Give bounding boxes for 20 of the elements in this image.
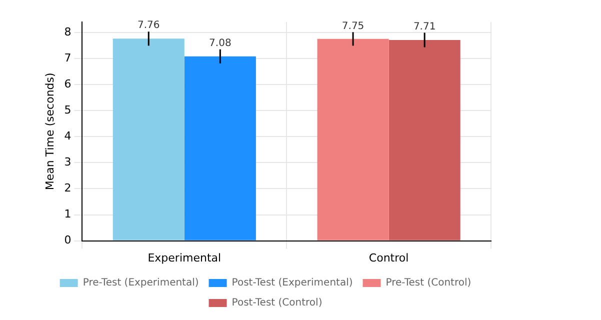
data-label: 7.71 bbox=[413, 21, 436, 32]
legend-label: Pre-Test (Experimental) bbox=[82, 278, 199, 289]
x-tick-label: Experimental bbox=[148, 251, 222, 264]
y-tick-label: 6 bbox=[64, 77, 72, 90]
y-tick-label: 5 bbox=[64, 103, 72, 116]
y-tick-label: 0 bbox=[64, 234, 72, 247]
legend-label: Post-Test (Experimental) bbox=[232, 278, 353, 289]
legend-label: Post-Test (Control) bbox=[232, 298, 322, 309]
legend-label: Pre-Test (Control) bbox=[386, 278, 472, 289]
y-axis-title: Mean Time (seconds) bbox=[43, 72, 56, 190]
y-tick-label: 4 bbox=[64, 129, 72, 142]
data-label: 7.08 bbox=[209, 38, 232, 49]
data-label: 7.76 bbox=[137, 20, 160, 32]
y-tick-label: 3 bbox=[64, 156, 72, 169]
x-tick-label: Control bbox=[368, 251, 409, 264]
data-label: 7.75 bbox=[342, 20, 364, 32]
y-tick-label: 7 bbox=[64, 51, 72, 64]
y-tick-label: 8 bbox=[64, 25, 72, 38]
y-tick-label: 1 bbox=[64, 208, 72, 221]
y-tick-label: 2 bbox=[64, 182, 72, 195]
